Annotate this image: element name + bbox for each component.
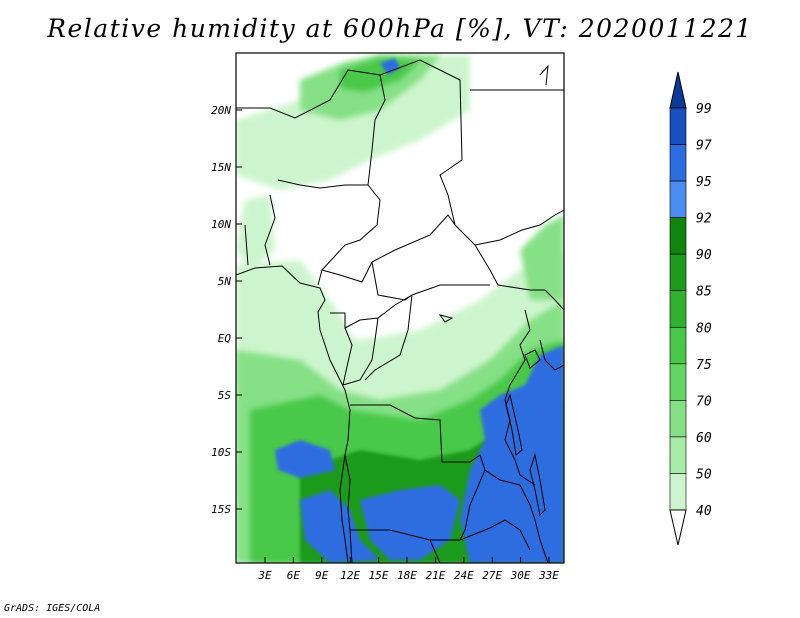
colorbar-label: 40 (696, 504, 712, 519)
colorbar-segment (669, 326, 687, 365)
lon-label: 27E (482, 569, 502, 582)
colorbar-segment (669, 217, 687, 255)
colorbar-label: 97 (696, 139, 712, 154)
lat-label: 10N (211, 218, 231, 231)
colorbar-bottom-arrow (669, 509, 687, 546)
lat-label: 15S (211, 503, 231, 516)
lon-label: 21E (425, 569, 445, 582)
colorbar-segment (669, 290, 687, 328)
latitude-axis: 20N 15N 10N 5N EQ 5S 10S 15S (211, 104, 242, 516)
colorbar-label: 60 (696, 431, 712, 446)
longitude-axis: 3E 6E 9E 12E 15E 18E 21E 24E 27E 30E 33E (257, 557, 559, 582)
colorbar-segment (669, 144, 687, 182)
lat-label: 15N (211, 161, 231, 174)
colorbar-label: 85 (696, 285, 712, 300)
humidity-95-region (275, 58, 564, 563)
colorbar-segment (669, 363, 687, 401)
colorbar-label: 95 (696, 175, 712, 190)
country-borders (236, 59, 564, 563)
lat-label: 5N (218, 275, 232, 288)
lon-label: 33E (538, 569, 559, 582)
lon-label: 24E (454, 569, 474, 582)
map-title: Relative humidity at 600hPa [%], VT: 202… (47, 14, 753, 43)
map-frame (235, 52, 565, 564)
colorbar-label: 92 (696, 212, 712, 227)
colorbar-segment (669, 473, 687, 511)
lon-label: 12E (340, 569, 360, 582)
colorbar-segment (669, 400, 687, 438)
lakes (438, 314, 546, 517)
colorbar-segment (669, 436, 687, 474)
colorbar-segment (669, 107, 687, 145)
lon-label: 9E (315, 569, 329, 582)
lat-label: 20N (211, 104, 231, 117)
colorbar-label: 70 (696, 394, 712, 409)
lon-label: 18E (397, 569, 417, 582)
colorbar-label: 80 (696, 321, 712, 336)
colorbar-segment (669, 253, 687, 292)
colorbar-label: 99 (696, 102, 712, 117)
colorbar-top-arrow (669, 71, 687, 109)
lon-label: 30E (510, 569, 531, 582)
lon-label: 6E (287, 569, 301, 582)
colorbar-segment (669, 180, 687, 218)
colorbar-label: 75 (696, 358, 712, 373)
colorbar-label: 50 (696, 467, 712, 482)
lat-label: 10S (211, 446, 231, 459)
humidity-field (236, 55, 564, 563)
colorbar-label: 90 (696, 248, 712, 263)
lon-label: 3E (257, 569, 272, 582)
lat-label: 5S (218, 389, 232, 402)
lon-label: 15E (369, 569, 389, 582)
lat-label: EQ (218, 332, 232, 345)
credit-text: GrADS: IGES/COLA (4, 603, 101, 614)
colorbar: 99 97 95 92 90 85 80 75 70 60 50 40 (669, 71, 712, 546)
